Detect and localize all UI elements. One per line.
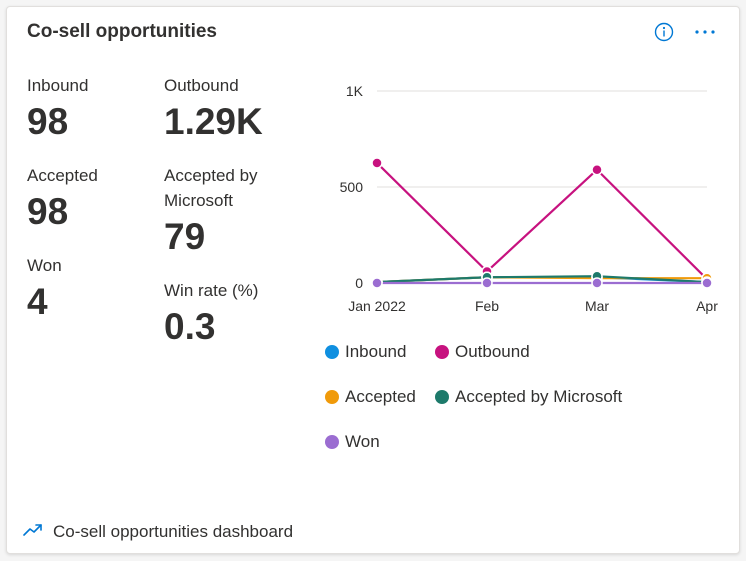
y-tick-label: 500 [340,179,364,195]
data-point [591,163,603,176]
kpi-value: 0.3 [164,306,216,347]
data-point [371,157,383,169]
kpi-value: 98 [27,101,69,142]
legend-item-inbound[interactable]: Inbound [325,342,406,362]
kpi-won: Won 4 [27,253,62,324]
kpi-accepted: Accepted 98 [27,163,98,234]
series-line [376,162,708,280]
data-point [371,277,383,289]
trend-line-icon [23,522,43,542]
legend-label: Accepted [345,387,416,406]
dashboard-link-label: Co-sell opportunities dashboard [53,522,294,541]
kpi-label: Accepted [27,166,98,185]
kpi-value: 1.29K [164,101,263,142]
legend-item-accepted[interactable]: Accepted [325,387,416,407]
legend-label: Inbound [345,342,407,361]
legend-label: Outbound [455,342,530,361]
legend-label: Won [345,432,380,451]
co-sell-card: Co-sell opportunities Inbound 98 Outboun… [6,6,740,554]
legend-item-won[interactable]: Won [325,432,380,452]
legend-marker [435,345,449,359]
x-tick-label: Jan 2022 [348,298,406,314]
kpi-win-rate: Win rate (%) 0.3 [164,278,258,349]
more-options-icon[interactable] [694,21,716,43]
kpi-label: Win rate (%) [164,281,259,300]
series-line [376,275,708,284]
x-tick-label: Feb [475,298,499,314]
kpi-inbound: Inbound 98 [27,73,88,144]
info-icon[interactable] [653,21,675,43]
legend-item-accepted-by-microsoft[interactable]: Accepted by Microsoft [435,387,622,407]
kpi-value: 4 [27,281,48,322]
dashboard-link[interactable]: Co-sell opportunities dashboard [23,522,293,542]
kpi-label: Inbound [27,76,89,95]
legend-item-outbound[interactable]: Outbound [435,342,530,362]
kpi-label: Accepted by Microsoft [164,166,258,210]
legend-label: Accepted by Microsoft [455,387,623,406]
legend-marker [325,435,339,449]
kpi-value: 98 [27,191,69,232]
kpi-accepted-by-microsoft: Accepted by Microsoft 79 [164,163,258,259]
data-point [701,277,713,289]
data-point [591,277,603,289]
card-title: Co-sell opportunities [27,21,217,42]
line-chart: 0 500 1K Jan 2022 Feb Mar Apr [337,77,737,327]
y-tick-label: 0 [355,275,363,291]
x-tick-label: Mar [585,298,609,314]
kpi-outbound: Outbound 1.29K [164,73,263,144]
kpi-label: Won [27,256,62,275]
legend-marker [435,390,449,404]
x-tick-label: Apr [696,298,718,314]
chart-svg: 0 500 1K Jan 2022 Feb Mar Apr [340,83,719,314]
y-tick-label: 1K [346,83,364,99]
kpi-label: Outbound [164,76,239,95]
legend-marker [325,390,339,404]
kpi-value: 79 [164,216,206,257]
data-point [481,277,493,289]
legend-marker [325,345,339,359]
